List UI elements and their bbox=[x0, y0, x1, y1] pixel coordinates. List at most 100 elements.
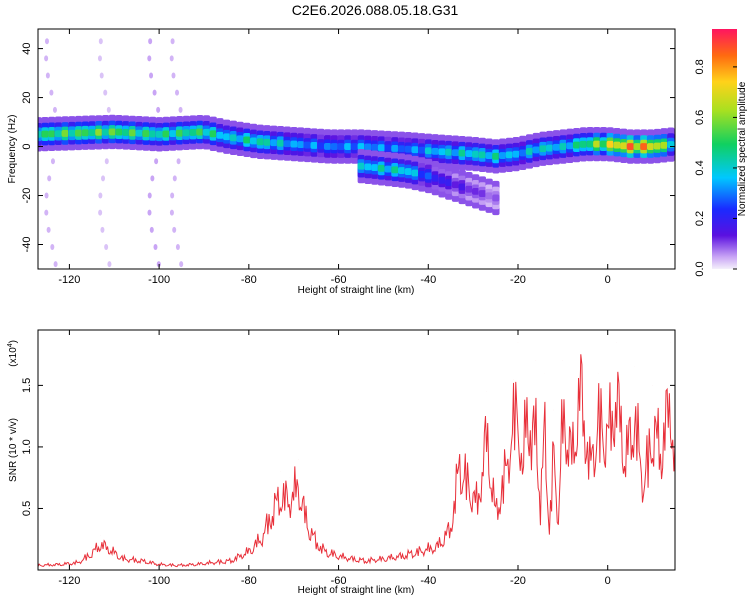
secondary-band-cell bbox=[451, 181, 460, 189]
main-band-cell bbox=[88, 129, 96, 137]
top-x-tick-label: 0 bbox=[605, 274, 611, 286]
main-band-cell bbox=[41, 130, 49, 138]
main-band-cell bbox=[128, 129, 137, 137]
main-band-cell bbox=[519, 149, 527, 157]
main-band-cell bbox=[653, 142, 662, 150]
noise-speckle bbox=[98, 209, 103, 216]
noise-speckle bbox=[104, 243, 109, 250]
top-y-tick-label: 0 bbox=[21, 143, 33, 149]
main-band-cell bbox=[505, 151, 513, 159]
snr-series-line bbox=[38, 354, 675, 568]
noise-speckle bbox=[150, 175, 155, 182]
main-band-cell bbox=[297, 141, 305, 148]
main-band-cell bbox=[223, 133, 231, 141]
main-band-cell bbox=[263, 138, 271, 146]
bottom-x-tick-label: -100 bbox=[148, 575, 170, 587]
main-band-cell bbox=[101, 128, 110, 136]
main-band-cell bbox=[539, 145, 547, 153]
noise-speckle bbox=[50, 243, 55, 250]
top-y-tick-label: 40 bbox=[21, 42, 33, 54]
noise-speckle bbox=[149, 226, 154, 233]
noise-speckle bbox=[156, 106, 161, 113]
bottom-x-tick-label: -120 bbox=[58, 575, 80, 587]
secondary-band-cell bbox=[404, 168, 413, 175]
chart-title: C2E6.2026.088.05.18.G31 bbox=[292, 2, 459, 18]
top-y-tick-label: -20 bbox=[21, 188, 33, 204]
noise-speckle bbox=[175, 89, 180, 96]
noise-speckle bbox=[44, 209, 49, 216]
top-plot-frame bbox=[37, 28, 676, 270]
main-band-cell bbox=[317, 142, 325, 150]
noise-speckle bbox=[52, 106, 57, 113]
main-band-cell bbox=[559, 143, 567, 150]
main-band-cell bbox=[189, 129, 197, 136]
main-band-cell bbox=[646, 143, 655, 150]
bottom-y-tick-label: 0.5 bbox=[21, 501, 33, 516]
main-band-cell bbox=[424, 147, 433, 155]
top-x-tick-label: -80 bbox=[241, 274, 257, 286]
main-band-cell bbox=[599, 140, 608, 148]
main-band-cell bbox=[68, 129, 76, 137]
noise-speckle bbox=[44, 192, 49, 199]
secondary-band-cell bbox=[431, 174, 439, 182]
top-x-tick-label: -40 bbox=[420, 274, 436, 286]
main-band-cell bbox=[344, 143, 352, 150]
main-band-cell bbox=[54, 130, 63, 138]
main-band-cell bbox=[640, 143, 648, 150]
main-band-cell bbox=[122, 129, 130, 136]
noise-speckle bbox=[46, 226, 51, 233]
secondary-band-cell bbox=[485, 192, 493, 200]
main-band-cell bbox=[552, 143, 561, 151]
colorbar-tick-label: 0.4 bbox=[694, 160, 706, 175]
top-x-tick-label: -20 bbox=[510, 274, 526, 286]
secondary-band-cell bbox=[492, 194, 500, 202]
noise-speckle bbox=[178, 106, 183, 113]
secondary-band-cell bbox=[424, 172, 433, 180]
colorbar-tick-label: 0.8 bbox=[694, 59, 706, 74]
main-band-cell bbox=[586, 140, 594, 148]
top-x-tick-label: -60 bbox=[331, 274, 347, 286]
noise-speckle bbox=[153, 243, 158, 250]
secondary-band-cell bbox=[391, 166, 399, 174]
noise-speckle bbox=[171, 72, 176, 79]
main-band-cell bbox=[169, 130, 177, 137]
colorbar-tick-label: 0.2 bbox=[694, 211, 706, 226]
bottom-plot-frame bbox=[37, 329, 676, 571]
main-band-cell bbox=[61, 130, 69, 137]
secondary-band-cell bbox=[478, 190, 487, 197]
main-band-cell bbox=[115, 128, 123, 136]
main-band-cell bbox=[182, 129, 190, 137]
main-band-cell bbox=[310, 142, 318, 149]
secondary-band-cell bbox=[418, 171, 426, 178]
main-band-cell bbox=[404, 145, 413, 153]
main-band-cell bbox=[243, 136, 251, 144]
secondary-band-cell bbox=[397, 167, 406, 174]
bottom-y-axis-label: SNR (10 * v/v) bbox=[8, 418, 19, 482]
noise-speckle bbox=[49, 89, 54, 96]
main-band-cell bbox=[472, 150, 480, 158]
noise-speckle bbox=[100, 226, 105, 233]
noise-speckle bbox=[147, 209, 152, 216]
main-band-cell bbox=[431, 147, 439, 155]
secondary-band-cell bbox=[438, 176, 446, 184]
main-band-cell bbox=[593, 140, 601, 148]
secondary-band-cell bbox=[458, 183, 466, 191]
bottom-y-tick-label: 1.5 bbox=[21, 378, 33, 393]
noise-speckle bbox=[175, 243, 180, 250]
main-band-cell bbox=[606, 140, 614, 148]
noise-speckle bbox=[98, 192, 103, 199]
main-band-cell bbox=[236, 135, 244, 143]
main-band-cell bbox=[330, 143, 339, 150]
main-band-cell bbox=[202, 128, 211, 136]
noise-speckle bbox=[53, 261, 58, 268]
noise-speckle bbox=[170, 38, 175, 45]
noise-speckle bbox=[97, 55, 102, 62]
main-band-cell bbox=[620, 142, 628, 150]
top-x-tick-label: -120 bbox=[58, 274, 80, 286]
main-band-cell bbox=[175, 129, 184, 137]
bottom-x-tick-label: 0 bbox=[605, 575, 611, 587]
main-band-cell bbox=[303, 141, 312, 149]
secondary-band-cell bbox=[445, 179, 453, 186]
secondary-band-cell bbox=[371, 164, 379, 172]
